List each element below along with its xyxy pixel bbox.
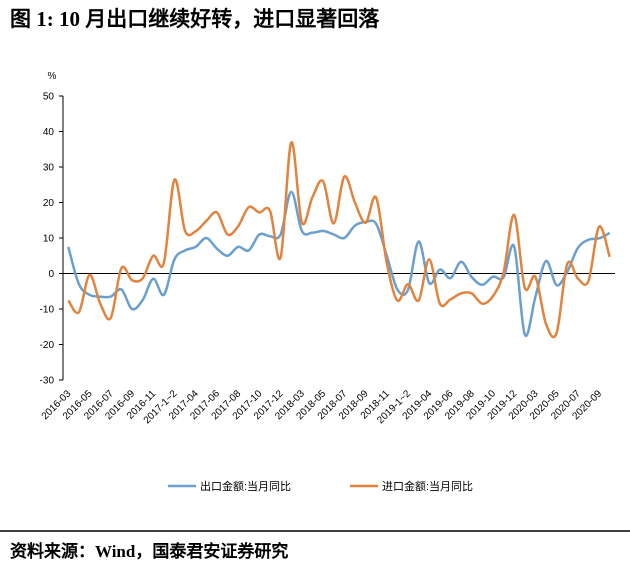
- y-tick-label: 30: [43, 163, 55, 174]
- y-tick-label: -10: [40, 305, 55, 316]
- y-tick-label: 50: [43, 92, 55, 103]
- series-line: [67, 190, 611, 338]
- chart-title: 图 1: 10 月出口继续好转，进口显著回落: [10, 7, 380, 31]
- y-tick-label: -20: [40, 340, 55, 351]
- y-tick-label: 40: [43, 127, 55, 138]
- y-tick-label: 10: [43, 234, 55, 245]
- y-tick-label: 0: [48, 269, 54, 280]
- source: 资料来源：Wind，国泰君安证券研究: [10, 541, 288, 561]
- series-line: [67, 141, 611, 339]
- y-tick-label: -30: [40, 376, 55, 387]
- legend-label: 出口金额:当月同比: [200, 479, 291, 493]
- legend-label: 进口金额:当月同比: [382, 479, 473, 493]
- y-unit: %: [48, 71, 57, 82]
- y-tick-label: 20: [43, 198, 55, 209]
